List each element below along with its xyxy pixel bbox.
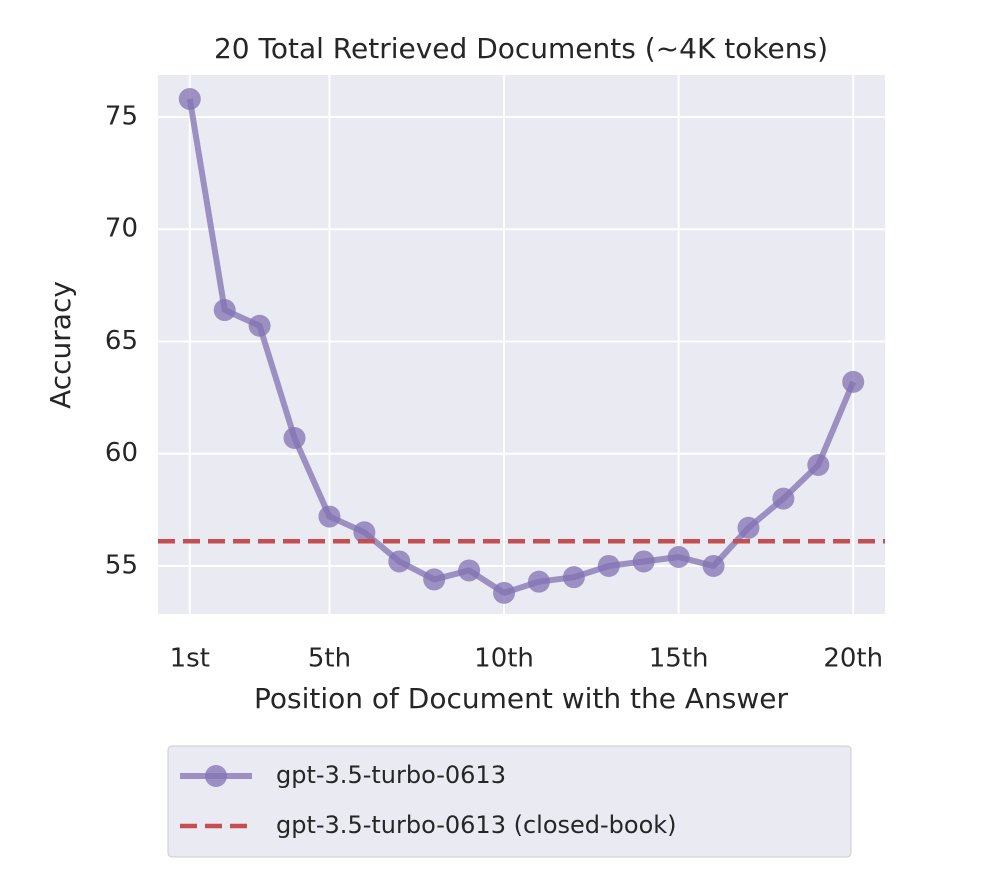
data-point — [772, 487, 795, 510]
data-point — [283, 427, 306, 449]
data-point — [667, 545, 690, 568]
data-point — [213, 299, 236, 322]
x-axis-label: Position of Document with the Answer — [254, 682, 789, 715]
data-point — [702, 554, 725, 577]
data-point — [423, 568, 446, 591]
data-point — [388, 550, 411, 573]
data-point — [353, 521, 376, 544]
legend-label: gpt-3.5-turbo-0613 — [276, 761, 506, 789]
data-point — [807, 453, 830, 476]
y-tick-label: 55 — [105, 550, 138, 580]
data-point — [597, 554, 620, 577]
data-point — [842, 370, 865, 393]
data-point — [248, 314, 271, 337]
data-point — [737, 516, 760, 539]
y-tick-label: 65 — [105, 326, 138, 356]
legend — [167, 745, 852, 858]
chart-title: 20 Total Retrieved Documents (~4K tokens… — [214, 32, 828, 65]
x-tick-label: 20th — [823, 644, 883, 674]
y-axis-label: Accuracy — [44, 281, 77, 409]
y-tick-label: 60 — [105, 438, 138, 468]
y-tick-label: 75 — [105, 101, 138, 131]
legend-label: gpt-3.5-turbo-0613 (closed-book) — [276, 811, 677, 839]
data-point — [562, 566, 585, 589]
x-tick-label: 1st — [170, 644, 210, 674]
x-tick-label: 5th — [308, 644, 351, 674]
data-point — [527, 570, 550, 593]
data-point — [458, 559, 481, 582]
x-tick-label: 10th — [474, 644, 534, 674]
data-point — [493, 581, 516, 604]
data-point — [632, 550, 655, 573]
data-point — [178, 88, 201, 111]
legend-marker — [205, 765, 227, 787]
y-tick-label: 70 — [105, 214, 138, 244]
x-tick-label: 15th — [649, 644, 709, 674]
plot-area — [158, 75, 885, 614]
data-point — [318, 505, 341, 528]
